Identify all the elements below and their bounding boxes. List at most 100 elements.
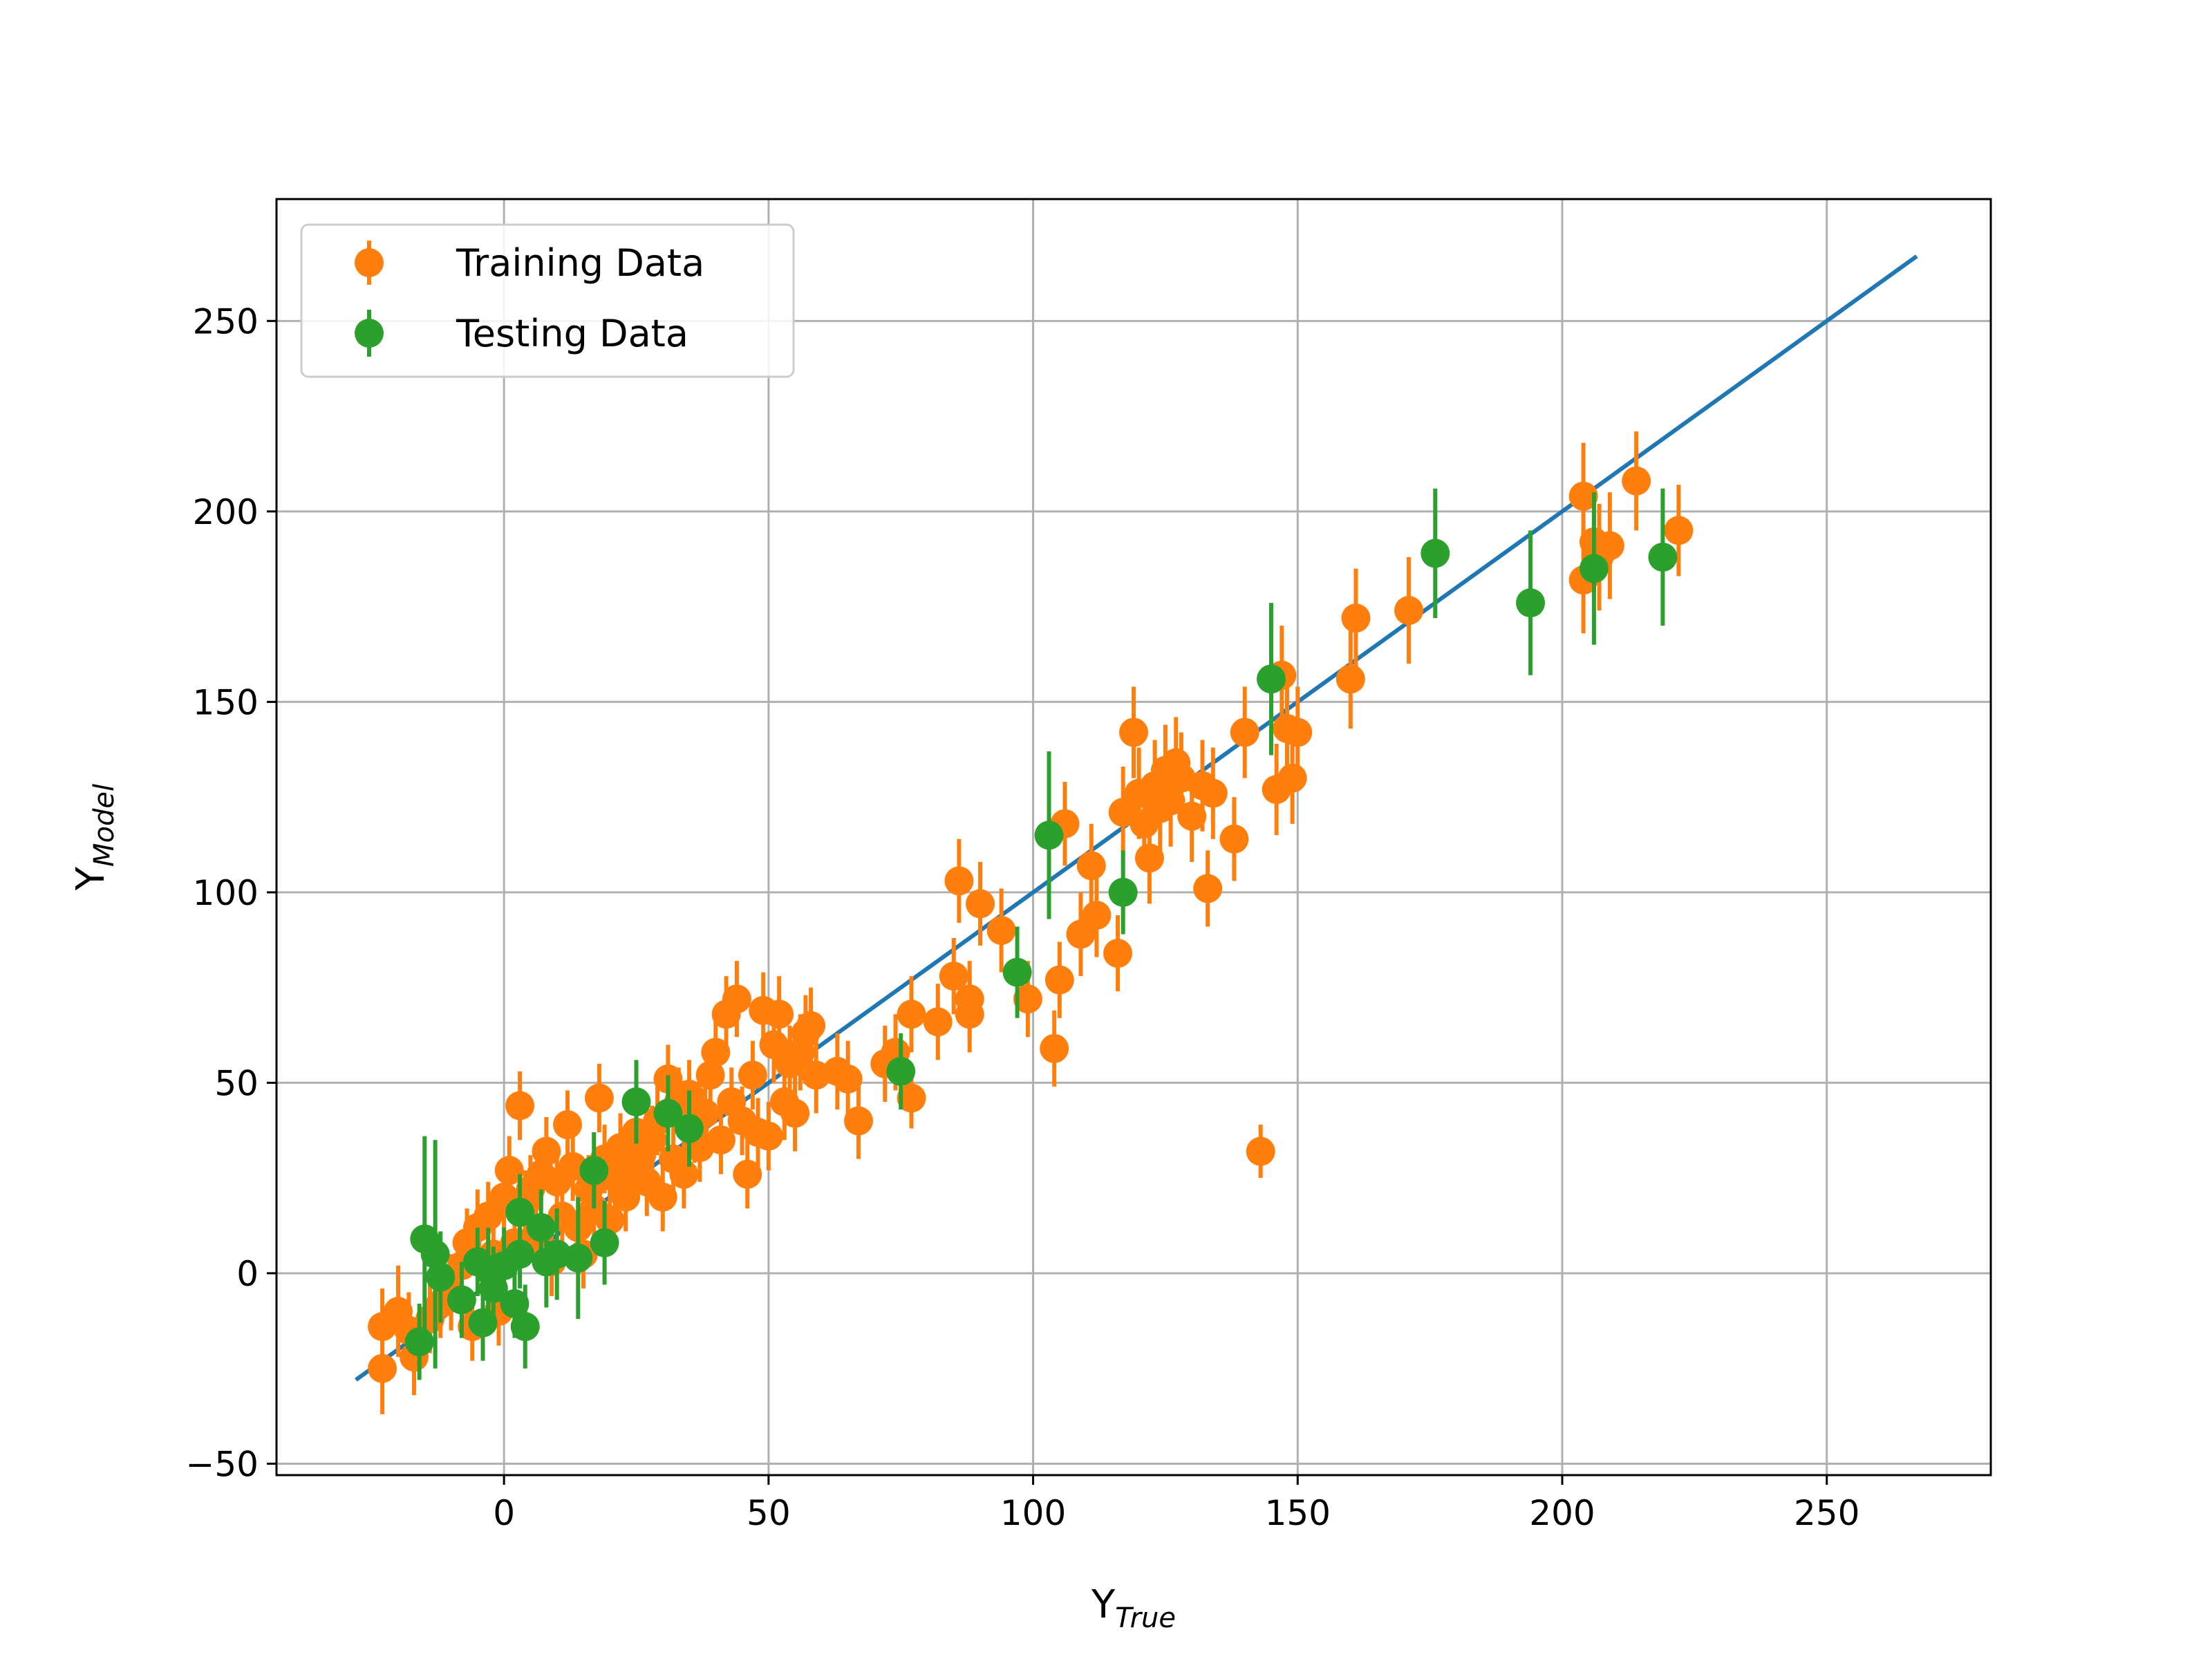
data-point (1421, 538, 1450, 568)
data-point (833, 1064, 863, 1094)
x-tick-label: 100 (1000, 1493, 1066, 1533)
legend-dot-training (355, 248, 384, 277)
data-point (886, 1056, 916, 1086)
data-point (669, 1159, 699, 1189)
data-point (1103, 939, 1133, 968)
data-point (1044, 965, 1074, 995)
data-point (765, 1000, 794, 1029)
data-point (780, 1098, 810, 1128)
data-point (1568, 481, 1598, 511)
data-point (1341, 603, 1371, 633)
data-point (426, 1262, 456, 1292)
y-tick-label: 0 (236, 1254, 259, 1294)
data-point (505, 1197, 535, 1227)
data-point (1119, 718, 1148, 747)
data-point (939, 962, 968, 991)
data-point (1134, 843, 1164, 873)
data-point (1335, 664, 1365, 694)
y-tick-label: 250 (193, 301, 259, 341)
data-point (563, 1243, 593, 1273)
data-point (579, 1156, 609, 1185)
legend-marker-training (355, 241, 384, 285)
data-point (1156, 786, 1185, 816)
data-point (966, 889, 995, 919)
legend-marker-testing (355, 310, 384, 357)
data-point (1108, 798, 1138, 827)
x-axis-label-subscript: True (1115, 1602, 1176, 1634)
legend: Training Data Testing Data (300, 223, 795, 378)
series-testing-data (404, 488, 1678, 1380)
data-point (474, 1201, 503, 1231)
data-point (532, 1136, 561, 1166)
x-tick-label: 200 (1529, 1493, 1595, 1533)
data-point (1394, 596, 1424, 626)
data-point (843, 1106, 873, 1136)
data-point (1579, 554, 1609, 583)
data-point (738, 1060, 767, 1090)
data-point (1595, 531, 1624, 561)
data-point (648, 1182, 677, 1212)
data-point (1108, 877, 1138, 907)
legend-label-training: Training Data (456, 241, 704, 285)
data-point (1246, 1136, 1275, 1166)
data-point (505, 1239, 535, 1269)
data-point (722, 984, 751, 1014)
data-point (1664, 516, 1694, 545)
data-point (897, 1000, 926, 1029)
data-point (897, 1083, 926, 1113)
data-point (478, 1273, 508, 1303)
data-point (420, 1239, 450, 1269)
x-axis-ticks: 0 50 100 150 200 250 (493, 1475, 1859, 1533)
x-axis-label: YTrue (1091, 1582, 1176, 1634)
data-point (505, 1091, 535, 1121)
data-point (611, 1182, 641, 1212)
data-point (733, 1159, 762, 1189)
data-point (986, 916, 1016, 946)
data-point (404, 1327, 434, 1357)
data-point (1082, 900, 1112, 930)
data-point (500, 1289, 529, 1319)
data-point (701, 1038, 731, 1067)
data-point (526, 1212, 556, 1242)
data-point (552, 1110, 582, 1140)
x-tick-label: 0 (493, 1493, 515, 1533)
x-tick-label: 250 (1794, 1493, 1859, 1533)
plot-frame (275, 198, 1992, 1477)
y-tick-label: 50 (214, 1063, 259, 1103)
x-tick-label: 150 (1265, 1493, 1331, 1533)
y-tick-label: 100 (193, 873, 259, 913)
data-point (695, 1060, 725, 1090)
data-point (1219, 824, 1249, 854)
data-point (447, 1285, 476, 1315)
data-point (1002, 957, 1032, 987)
data-point (1193, 874, 1223, 903)
data-point (653, 1098, 683, 1128)
data-point (368, 1353, 397, 1383)
data-point (753, 1121, 783, 1151)
y-tick-label: −50 (185, 1444, 259, 1484)
legend-box (300, 223, 795, 378)
y-axis-label-subscript: Model (88, 784, 120, 867)
data-point (590, 1228, 619, 1257)
data-point (759, 1030, 789, 1060)
data-point (584, 1083, 614, 1113)
data-point (955, 1000, 984, 1029)
data-point (1066, 919, 1096, 949)
data-point (1076, 851, 1106, 881)
data-point (1257, 664, 1286, 694)
data-point (1013, 984, 1042, 1014)
data-point (1622, 466, 1651, 496)
data-point (1040, 1033, 1069, 1063)
legend-label-testing: Testing Data (456, 312, 688, 355)
data-point (1648, 542, 1678, 572)
y-axis-ticks: −50 0 50 100 150 200 250 (185, 301, 276, 1484)
data-point (675, 1114, 704, 1143)
legend-dot-testing (355, 319, 384, 348)
data-point (1230, 718, 1259, 747)
data-point (923, 1007, 953, 1037)
data-point (1034, 821, 1064, 850)
data-point (621, 1087, 651, 1116)
data-point (944, 866, 974, 896)
series-training-data (368, 431, 1694, 1414)
data-point (1283, 718, 1313, 747)
